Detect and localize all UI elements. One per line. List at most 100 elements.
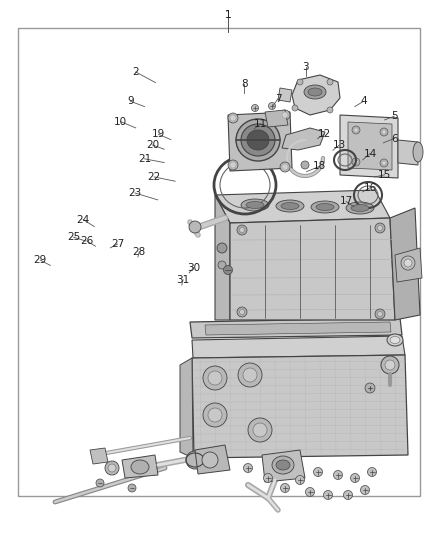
Ellipse shape bbox=[316, 204, 334, 211]
Polygon shape bbox=[292, 75, 340, 115]
Circle shape bbox=[223, 265, 233, 274]
Circle shape bbox=[240, 228, 244, 232]
Polygon shape bbox=[215, 190, 390, 223]
Circle shape bbox=[280, 110, 290, 120]
Circle shape bbox=[305, 488, 314, 497]
Circle shape bbox=[280, 483, 290, 492]
Circle shape bbox=[401, 256, 415, 270]
Circle shape bbox=[128, 484, 136, 492]
Text: 9: 9 bbox=[127, 96, 134, 106]
Text: 30: 30 bbox=[187, 263, 200, 272]
Ellipse shape bbox=[241, 199, 269, 211]
Circle shape bbox=[228, 113, 238, 123]
Text: 14: 14 bbox=[364, 149, 377, 158]
Text: 3: 3 bbox=[302, 62, 309, 71]
Polygon shape bbox=[215, 195, 230, 320]
Circle shape bbox=[375, 223, 385, 233]
Circle shape bbox=[238, 363, 262, 387]
Text: 16: 16 bbox=[364, 183, 377, 192]
Circle shape bbox=[203, 366, 227, 390]
Text: 1: 1 bbox=[224, 10, 231, 20]
Text: 20: 20 bbox=[146, 140, 159, 150]
Circle shape bbox=[96, 479, 104, 487]
Circle shape bbox=[202, 452, 218, 468]
Text: 21: 21 bbox=[138, 154, 151, 164]
Text: 15: 15 bbox=[378, 170, 391, 180]
Ellipse shape bbox=[311, 201, 339, 213]
Ellipse shape bbox=[247, 130, 269, 150]
Circle shape bbox=[243, 368, 257, 382]
Circle shape bbox=[240, 310, 244, 314]
Circle shape bbox=[333, 471, 343, 480]
Text: 12: 12 bbox=[318, 130, 331, 139]
Text: 31: 31 bbox=[177, 275, 190, 285]
Circle shape bbox=[268, 102, 276, 109]
Text: 7: 7 bbox=[275, 94, 282, 103]
Circle shape bbox=[203, 403, 227, 427]
Circle shape bbox=[208, 408, 222, 422]
Circle shape bbox=[282, 112, 288, 118]
Polygon shape bbox=[192, 355, 408, 458]
Text: 10: 10 bbox=[114, 117, 127, 126]
Polygon shape bbox=[348, 122, 392, 170]
Circle shape bbox=[354, 128, 358, 132]
Polygon shape bbox=[390, 208, 420, 320]
Circle shape bbox=[244, 464, 252, 472]
Circle shape bbox=[385, 360, 395, 370]
Text: 11: 11 bbox=[254, 119, 267, 128]
Text: 2: 2 bbox=[132, 67, 139, 77]
Text: 26: 26 bbox=[80, 236, 93, 246]
Circle shape bbox=[382, 161, 386, 165]
Circle shape bbox=[228, 160, 238, 170]
Circle shape bbox=[296, 475, 304, 484]
Circle shape bbox=[108, 464, 116, 472]
Ellipse shape bbox=[131, 460, 149, 474]
Polygon shape bbox=[228, 112, 292, 171]
Ellipse shape bbox=[387, 334, 403, 346]
Circle shape bbox=[367, 467, 377, 477]
Polygon shape bbox=[282, 128, 325, 150]
Polygon shape bbox=[265, 110, 288, 127]
Circle shape bbox=[208, 371, 222, 385]
Circle shape bbox=[105, 461, 119, 475]
Text: 23: 23 bbox=[128, 188, 141, 198]
Ellipse shape bbox=[351, 205, 369, 212]
Polygon shape bbox=[90, 448, 108, 464]
Circle shape bbox=[380, 159, 388, 167]
Circle shape bbox=[354, 160, 358, 164]
Polygon shape bbox=[180, 358, 193, 458]
Circle shape bbox=[292, 105, 298, 111]
Circle shape bbox=[301, 161, 309, 169]
Circle shape bbox=[327, 107, 333, 113]
Circle shape bbox=[237, 307, 247, 317]
Circle shape bbox=[378, 311, 382, 317]
Ellipse shape bbox=[272, 456, 294, 474]
Circle shape bbox=[230, 162, 236, 168]
Text: 1: 1 bbox=[224, 10, 231, 20]
Circle shape bbox=[324, 490, 332, 499]
Polygon shape bbox=[230, 218, 395, 320]
Polygon shape bbox=[395, 248, 422, 282]
Circle shape bbox=[378, 225, 382, 230]
Text: 29: 29 bbox=[34, 255, 47, 265]
Polygon shape bbox=[278, 88, 292, 102]
Bar bbox=[18, 28, 420, 496]
Polygon shape bbox=[192, 336, 405, 358]
Ellipse shape bbox=[390, 336, 400, 343]
Circle shape bbox=[314, 467, 322, 477]
Circle shape bbox=[382, 130, 386, 134]
Circle shape bbox=[365, 383, 375, 393]
Text: 5: 5 bbox=[391, 111, 398, 121]
Polygon shape bbox=[205, 322, 391, 335]
Polygon shape bbox=[398, 140, 418, 165]
Circle shape bbox=[186, 451, 204, 469]
Ellipse shape bbox=[346, 202, 374, 214]
Ellipse shape bbox=[413, 142, 423, 162]
Polygon shape bbox=[262, 450, 305, 482]
Ellipse shape bbox=[281, 203, 299, 209]
Text: 18: 18 bbox=[313, 161, 326, 171]
Circle shape bbox=[343, 490, 353, 499]
Circle shape bbox=[350, 473, 360, 482]
Circle shape bbox=[251, 104, 258, 111]
Circle shape bbox=[230, 115, 236, 121]
